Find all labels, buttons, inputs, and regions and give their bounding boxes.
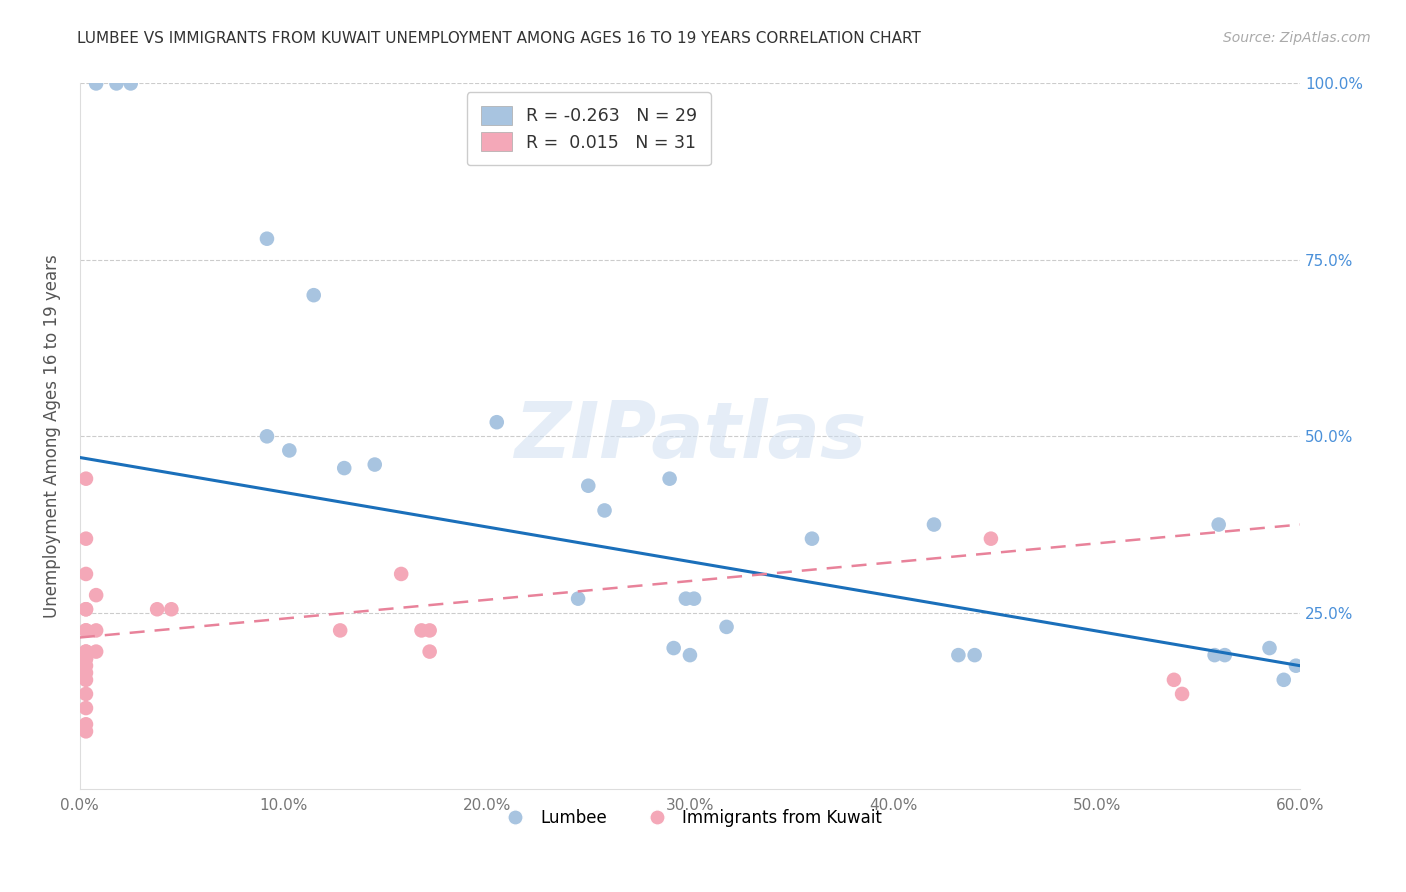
Point — [389, 566, 412, 581]
Point — [1163, 673, 1185, 687]
Point — [963, 648, 986, 662]
Point — [75, 687, 97, 701]
Point — [75, 644, 97, 658]
Point — [75, 624, 97, 638]
Point — [84, 644, 107, 658]
Point — [160, 602, 183, 616]
Point — [75, 701, 97, 715]
Point — [333, 461, 356, 475]
Point — [75, 602, 97, 616]
Point — [1213, 648, 1236, 662]
Legend: Lumbee, Immigrants from Kuwait: Lumbee, Immigrants from Kuwait — [492, 803, 889, 834]
Point — [683, 591, 706, 606]
Point — [75, 717, 97, 731]
Point — [922, 517, 945, 532]
Point — [84, 624, 107, 638]
Point — [411, 624, 433, 638]
Point — [1204, 648, 1226, 662]
Point — [256, 232, 278, 246]
Point — [302, 288, 325, 302]
Point — [662, 641, 685, 656]
Point — [675, 591, 697, 606]
Point — [1272, 673, 1295, 687]
Point — [1208, 517, 1230, 532]
Point — [593, 503, 616, 517]
Point — [1171, 687, 1194, 701]
Y-axis label: Unemployment Among Ages 16 to 19 years: Unemployment Among Ages 16 to 19 years — [44, 254, 60, 618]
Point — [75, 472, 97, 486]
Point — [84, 588, 107, 602]
Point — [278, 443, 301, 458]
Point — [75, 665, 97, 680]
Point — [75, 651, 97, 665]
Point — [948, 648, 970, 662]
Point — [329, 624, 352, 638]
Point — [75, 658, 97, 673]
Point — [146, 602, 169, 616]
Point — [716, 620, 738, 634]
Point — [75, 673, 97, 687]
Point — [75, 724, 97, 739]
Point — [75, 602, 97, 616]
Point — [800, 532, 823, 546]
Point — [364, 458, 387, 472]
Point — [419, 644, 441, 658]
Point — [75, 644, 97, 658]
Point — [75, 624, 97, 638]
Text: LUMBEE VS IMMIGRANTS FROM KUWAIT UNEMPLOYMENT AMONG AGES 16 TO 19 YEARS CORRELAT: LUMBEE VS IMMIGRANTS FROM KUWAIT UNEMPLO… — [77, 31, 921, 46]
Point — [485, 415, 508, 429]
Point — [75, 566, 97, 581]
Point — [1285, 658, 1308, 673]
Point — [1258, 641, 1281, 656]
Point — [679, 648, 702, 662]
Point — [75, 651, 97, 665]
Text: ZIPatlas: ZIPatlas — [513, 399, 866, 475]
Point — [419, 624, 441, 638]
Point — [256, 429, 278, 443]
Point — [75, 532, 97, 546]
Point — [84, 77, 107, 91]
Point — [658, 472, 681, 486]
Point — [567, 591, 589, 606]
Point — [120, 77, 142, 91]
Text: Source: ZipAtlas.com: Source: ZipAtlas.com — [1223, 31, 1371, 45]
Point — [105, 77, 128, 91]
Point — [980, 532, 1002, 546]
Point — [576, 479, 599, 493]
